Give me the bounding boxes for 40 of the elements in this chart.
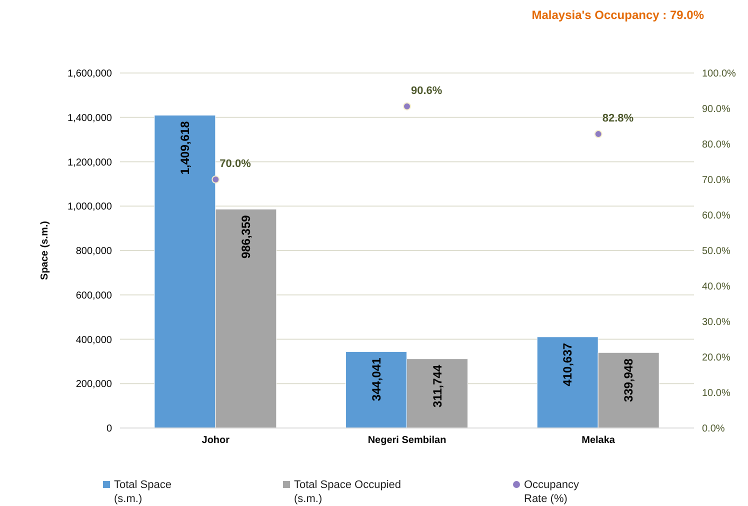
y-tick-label: 1,200,000	[68, 157, 112, 168]
y-tick-label: 1,600,000	[68, 68, 112, 80]
chart-title: Malaysia's Occupancy : 79.0%	[532, 8, 704, 22]
x-tick-label: Negeri Sembilan	[368, 435, 446, 446]
point	[212, 176, 220, 184]
y-tick-label: 600,000	[76, 290, 112, 302]
y2-tick-label: 80.0%	[702, 140, 730, 151]
data-label: 339,948	[622, 358, 636, 402]
y-tick-label: 400,000	[76, 334, 112, 346]
x-tick-label: Johor	[202, 435, 230, 446]
legend-label: Total Space (s.m.)	[114, 478, 172, 506]
point	[594, 130, 602, 138]
y-tick-label: 0	[106, 424, 112, 435]
data-label: 1,409,618	[178, 120, 192, 175]
y-tick-label: 1,000,000	[68, 202, 112, 213]
y-tick-label: 200,000	[76, 379, 112, 390]
data-label: 344,041	[369, 357, 384, 402]
y2-tick-label: 100.0%	[702, 68, 736, 80]
legend-label: Total Space Occupied (s.m.)	[294, 478, 402, 506]
y2-tick-label: 70.0%	[702, 175, 730, 186]
y2-tick-label: 0.0%	[702, 424, 725, 435]
data-label: 410,637	[560, 342, 575, 386]
data-label: 90.6%	[411, 84, 442, 97]
y2-tick-label: 90.0%	[702, 104, 730, 116]
y-tick-label: 1,400,000	[68, 112, 112, 124]
y2-tick-label: 20.0%	[702, 352, 730, 364]
point	[403, 102, 411, 110]
y-axis-title: Space (s.m.)	[40, 221, 51, 280]
y2-tick-label: 10.0%	[702, 388, 730, 400]
data-label: 986,359	[238, 214, 253, 259]
x-tick-label: Melaka	[582, 435, 616, 446]
legend-label: Occupancy Rate (%)	[524, 478, 580, 506]
y2-tick-label: 50.0%	[702, 246, 730, 258]
data-label: 311,744	[430, 364, 444, 408]
y2-tick-label: 30.0%	[702, 317, 730, 328]
data-label: 82.8%	[602, 112, 634, 125]
y2-tick-label: 40.0%	[702, 282, 730, 293]
y-tick-label: 800,000	[76, 246, 112, 258]
y2-tick-label: 60.0%	[702, 210, 730, 222]
data-label: 70.0%	[220, 158, 252, 170]
